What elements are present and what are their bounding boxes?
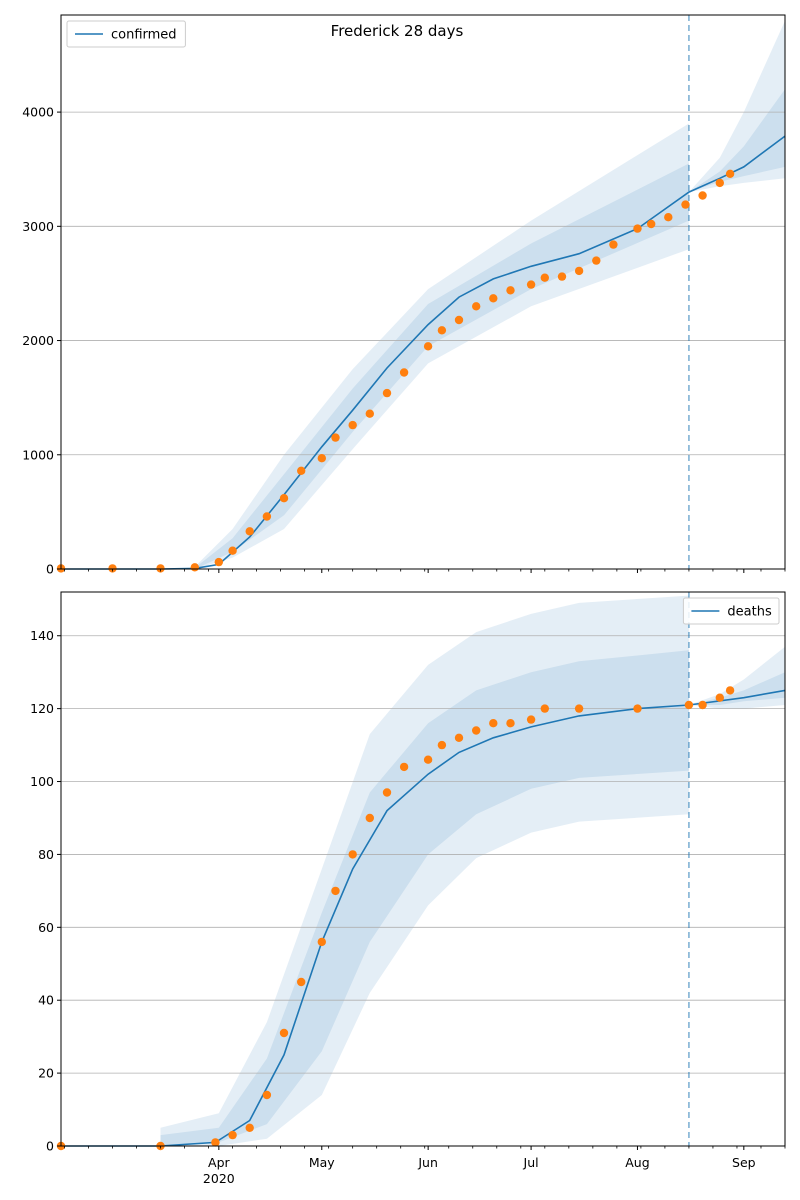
top-y-tick-label: 2000	[22, 333, 54, 348]
bottom-observed-point	[715, 693, 724, 702]
bottom-x-tick-label: Sep	[732, 1155, 756, 1170]
bottom-observed-point	[365, 813, 374, 823]
top-observed-point	[647, 219, 656, 229]
bottom-observed-point	[262, 1090, 272, 1100]
bottom-observed-point	[526, 715, 536, 724]
top-observed-point	[633, 224, 642, 233]
bottom-legend-label: deaths	[727, 605, 772, 620]
bottom-y-tick-label: 20	[38, 1066, 54, 1081]
bottom-observed-point	[540, 704, 549, 713]
top-observed-point	[382, 388, 392, 398]
bottom-uncertainty-band-0	[160, 595, 689, 1146]
top-observed-point	[108, 564, 117, 573]
top-axes-frame	[60, 14, 786, 570]
top-observed-point	[489, 294, 498, 303]
bottom-observed-point	[382, 788, 392, 797]
top-observed-point	[472, 302, 481, 311]
bottom-observed-point	[472, 726, 481, 735]
top-observed-point	[454, 315, 464, 325]
bottom-observed-point	[437, 740, 447, 750]
top-observed-point	[506, 286, 515, 295]
bottom-axes-frame	[60, 591, 786, 1147]
top-observed-point	[698, 191, 707, 200]
top-uncertainty-band-3	[688, 89, 785, 193]
top-observed-point	[437, 326, 447, 335]
bottom-observed-point	[399, 762, 409, 772]
bottom-observed-point	[423, 755, 433, 764]
bottom-observed-point	[506, 719, 515, 728]
top-observed-point	[681, 200, 690, 209]
bottom-observed-point	[331, 886, 340, 896]
bottom-observed-point	[574, 704, 584, 713]
top-y-tick-label: 3000	[22, 219, 54, 234]
bottom-x-tick-label: Jul	[523, 1155, 539, 1170]
bottom-y-tick-label: 60	[38, 920, 54, 935]
bottom-observed-point	[725, 686, 735, 695]
bottom-y-tick-label: 80	[38, 847, 54, 862]
top-uncertainty-band-2	[688, 20, 785, 193]
bottom-uncertainty-band-1	[160, 650, 689, 1146]
bottom-observed-point	[245, 1123, 254, 1133]
bottom-model-line	[61, 689, 786, 1147]
bottom-observed-point	[228, 1130, 237, 1140]
top-observed-point	[664, 213, 673, 222]
bottom-x-tick-label: Jun	[417, 1155, 438, 1170]
top-observed-point	[214, 557, 223, 567]
bottom-legend-box	[682, 597, 780, 625]
top-observed-point	[262, 512, 272, 521]
bottom-y-tick-label: 120	[30, 701, 54, 716]
top-uncertainty-band-1	[194, 163, 689, 569]
bottom-y-tick-label: 100	[30, 774, 54, 789]
bottom-observed-point	[279, 1028, 289, 1038]
chart-title: Frederick 28 days	[331, 22, 464, 40]
top-y-tick-label: 4000	[22, 105, 54, 120]
bottom-x-tick-label: Apr	[208, 1155, 230, 1170]
bottom-y-tick-label: 0	[46, 1139, 54, 1154]
bottom-x-tick-sublabel: 2020	[203, 1171, 235, 1186]
bottom-uncertainty-band-3	[688, 672, 785, 705]
top-observed-point	[725, 169, 735, 178]
top-observed-point	[228, 546, 237, 555]
bottom-observed-point	[317, 937, 326, 947]
bottom-observed-point	[684, 700, 694, 710]
top-observed-point	[245, 527, 254, 536]
top-observed-point	[574, 266, 584, 276]
top-observed-point	[297, 466, 306, 475]
top-observed-point	[156, 564, 165, 573]
top-observed-point	[365, 409, 374, 418]
bottom-x-tick-label: May	[309, 1155, 335, 1170]
top-legend-label: confirmed	[111, 28, 177, 43]
top-observed-point	[557, 272, 567, 281]
bottom-uncertainty-band-2	[688, 646, 785, 709]
top-observed-point	[317, 454, 326, 463]
bottom-observed-point	[489, 719, 498, 728]
bottom-y-tick-label: 140	[30, 628, 54, 643]
top-legend-box	[66, 20, 186, 48]
top-observed-point	[592, 256, 601, 265]
top-observed-point	[715, 178, 724, 188]
confirmed-panel: 0 1000 2000 3000 4000 confirmed	[22, 14, 786, 577]
top-y-tick-label: 1000	[22, 447, 54, 462]
top-observed-point	[331, 433, 340, 442]
top-observed-point	[526, 280, 536, 289]
bottom-observed-point	[348, 850, 357, 859]
top-observed-point	[540, 273, 549, 282]
top-observed-point	[609, 240, 618, 249]
top-observed-point	[279, 494, 289, 503]
top-y-tick-label: 0	[46, 562, 54, 577]
bottom-observed-point	[454, 733, 464, 742]
bottom-x-tick-label: Aug	[625, 1155, 649, 1170]
top-observed-point	[348, 420, 357, 430]
bottom-observed-point	[698, 700, 707, 710]
top-observed-point	[423, 342, 433, 351]
bottom-y-tick-label: 40	[38, 993, 54, 1008]
bottom-observed-point	[211, 1138, 220, 1147]
bottom-observed-point	[297, 977, 306, 987]
top-observed-point	[190, 563, 199, 572]
top-observed-point	[399, 368, 409, 377]
bottom-observed-point	[633, 704, 642, 713]
